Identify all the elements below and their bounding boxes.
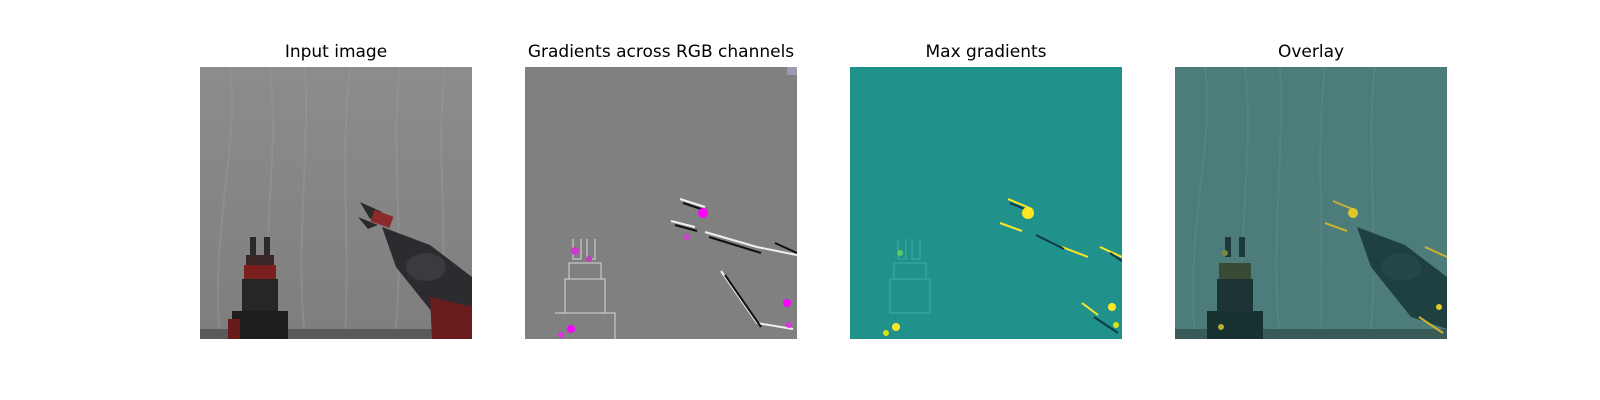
max-gradients-image	[850, 67, 1122, 339]
panel-title: Overlay	[1277, 42, 1345, 62]
overlay-graphic	[1175, 67, 1447, 339]
panel-gradients-rgb: Gradients across RGB channels	[525, 36, 797, 348]
input-image	[200, 67, 472, 339]
panel-input-image: Input image	[200, 36, 472, 348]
gradients-rgb-graphic	[525, 67, 797, 339]
gradients-rgb-image	[525, 67, 797, 339]
panel-overlay: Overlay	[1175, 36, 1447, 348]
panel-title: Gradients across RGB channels	[527, 42, 795, 62]
panel-title: Max gradients	[925, 42, 1047, 62]
input-image-graphic	[200, 67, 472, 339]
max-gradients-graphic	[850, 67, 1122, 339]
overlay-image	[1175, 67, 1447, 339]
panel-title: Input image	[284, 42, 388, 62]
panel-max-gradients: Max gradients	[850, 36, 1122, 348]
